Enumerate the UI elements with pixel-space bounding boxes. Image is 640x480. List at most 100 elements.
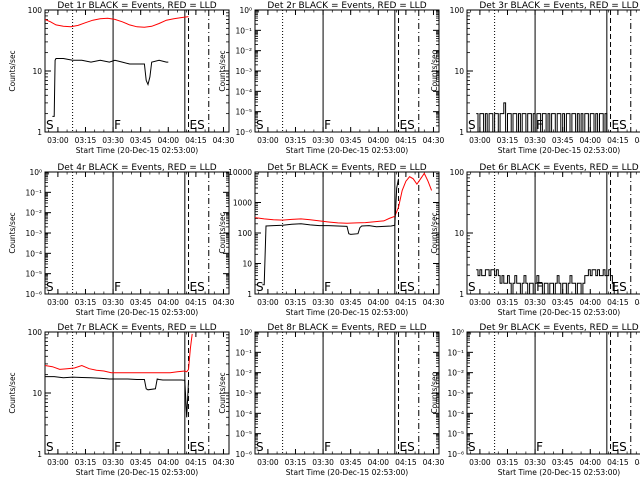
events-rate-series-line (476, 269, 615, 294)
panel-6: Det 6r BLACK = Events, RED = LLD 1 10 100 03… (430, 163, 640, 317)
x-tick-label: 04:30 (423, 298, 445, 307)
x-tick-label: 03:00 (257, 136, 279, 145)
x-tick-label: 04:30 (213, 458, 235, 467)
x-axis-label: Start Time (20-Dec-15 02:53:00) (76, 468, 198, 477)
x-tick-label: 03:30 (524, 298, 546, 307)
y-tick-label: 10⁻¹ (235, 348, 252, 357)
y-axis-label: Counts/sec (218, 50, 227, 91)
y-axis-label: Counts/sec (430, 212, 439, 253)
y-tick-label: 10⁻⁶ (447, 450, 464, 459)
panel-title: Det 5r BLACK = Events, RED = LLD (267, 163, 426, 173)
x-tick-label: 03:45 (130, 458, 152, 467)
y-tick-label: 10⁰ (29, 168, 42, 177)
y-axis-label: Counts/sec (218, 372, 227, 413)
y-tick-label: 10⁰ (239, 328, 252, 337)
x-tick-label: 04:00 (157, 136, 179, 145)
panel-1: Det 1r BLACK = Events, RED = LLD 1 10 100 03… (8, 1, 235, 155)
panel-2: Det 2r BLACK = Events, RED = LLD 10⁻⁶ 10⁻⁵… (218, 1, 445, 155)
x-tick-label: 04:30 (423, 136, 445, 145)
x-tick-label: 03:15 (75, 298, 97, 307)
x-tick-label: 04:15 (185, 458, 207, 467)
x-tick-label: 03:30 (102, 298, 124, 307)
time-marker-label: ES (190, 440, 205, 454)
x-tick-label: 03:45 (552, 136, 574, 145)
y-tick-label: 1 (247, 290, 252, 299)
y-axis-label: Counts/sec (8, 372, 17, 413)
y-tick-label: 10⁻² (235, 369, 252, 378)
panel-title: Det 6r BLACK = Events, RED = LLD (479, 163, 638, 173)
y-tick-label: 10 (454, 67, 464, 76)
x-tick-label: 04:00 (579, 136, 601, 145)
y-axis-label: Counts/sec (8, 50, 17, 91)
x-axis-label: Start Time (20-Dec-15 02:53:00) (286, 468, 408, 477)
x-tick-label: 04:00 (367, 458, 389, 467)
y-tick-label: 10⁻⁴ (235, 409, 252, 418)
x-tick-label: 04:00 (367, 298, 389, 307)
time-marker-label: F (536, 118, 543, 132)
time-marker-label: S (468, 440, 476, 454)
y-tick-label: 10⁻⁴ (235, 87, 252, 96)
x-axis-label: Start Time (20-Dec-15 02:53:00) (286, 146, 408, 155)
y-tick-label: 10 (32, 67, 42, 76)
time-marker-label: S (468, 280, 476, 294)
time-marker-label: S (46, 118, 54, 132)
time-marker-label: ES (190, 118, 205, 132)
y-tick-label: 10⁻⁶ (235, 128, 252, 137)
y-tick-label: 10⁻⁵ (235, 430, 252, 439)
time-marker-label: ES (612, 440, 627, 454)
lld-rate-series-line (45, 333, 193, 374)
time-marker-label: F (536, 280, 543, 294)
y-tick-label: 10⁻⁵ (25, 270, 42, 279)
x-tick-label: 03:15 (285, 298, 307, 307)
y-tick-label: 1 (459, 128, 464, 137)
time-marker-label: ES (400, 280, 415, 294)
x-tick-label: 04:30 (213, 136, 235, 145)
x-tick-label: 03:15 (497, 298, 519, 307)
y-tick-label: 10⁻³ (447, 389, 464, 398)
x-tick-label: 03:45 (340, 458, 362, 467)
panel-3: Det 3r BLACK = Events, RED = LLD 1 10 100 03… (430, 1, 640, 155)
y-tick-label: 1 (37, 450, 42, 459)
y-tick-label: 10⁻¹ (235, 26, 252, 35)
time-marker-label: F (536, 440, 543, 454)
x-tick-label: 04:15 (185, 298, 207, 307)
x-axis-label: Start Time (20-Dec-15 02:53:00) (498, 308, 620, 317)
x-tick-label: 04:00 (367, 136, 389, 145)
y-tick-label: 10⁻¹ (447, 348, 464, 357)
x-tick-label: 03:15 (285, 136, 307, 145)
time-marker-label: ES (612, 118, 627, 132)
y-tick-label: 10⁻⁶ (235, 450, 252, 459)
time-marker-label: ES (190, 280, 205, 294)
x-tick-label: 04:30 (213, 298, 235, 307)
x-tick-label: 04:15 (607, 458, 629, 467)
y-tick-label: 100 (28, 328, 43, 337)
y-tick-label: 10⁻⁶ (25, 290, 42, 299)
y-tick-label: 10⁻² (235, 47, 252, 56)
x-tick-label: 03:00 (469, 458, 491, 467)
y-tick-label: 10⁻⁵ (447, 430, 464, 439)
x-tick-label: 04:15 (607, 136, 629, 145)
x-tick-label: 03:45 (552, 458, 574, 467)
x-tick-label: 03:30 (102, 136, 124, 145)
y-tick-label: 100 (238, 229, 253, 238)
x-tick-label: 03:15 (497, 458, 519, 467)
x-tick-label: 04:15 (607, 298, 629, 307)
time-marker-label: S (256, 118, 264, 132)
time-marker-label: ES (612, 280, 627, 294)
time-marker-label: S (468, 118, 476, 132)
x-tick-label: 03:00 (47, 458, 69, 467)
y-tick-label: 10⁰ (239, 6, 252, 15)
panel-title: Det 8r BLACK = Events, RED = LLD (267, 323, 426, 333)
x-tick-label: 04:00 (157, 298, 179, 307)
x-tick-label: 04:00 (579, 458, 601, 467)
x-axis-label: Start Time (20-Dec-15 02:53:00) (76, 146, 198, 155)
time-marker-label: F (324, 280, 331, 294)
x-tick-label: 03:00 (257, 458, 279, 467)
x-tick-label: 03:15 (497, 136, 519, 145)
y-tick-label: 10⁻¹ (25, 188, 42, 197)
x-axis-label: Start Time (20-Dec-15 02:53:00) (286, 308, 408, 317)
x-tick-label: 03:30 (524, 458, 546, 467)
time-marker-label: F (114, 280, 121, 294)
x-tick-label: 03:45 (552, 298, 574, 307)
events-rate-series-line (45, 376, 189, 418)
